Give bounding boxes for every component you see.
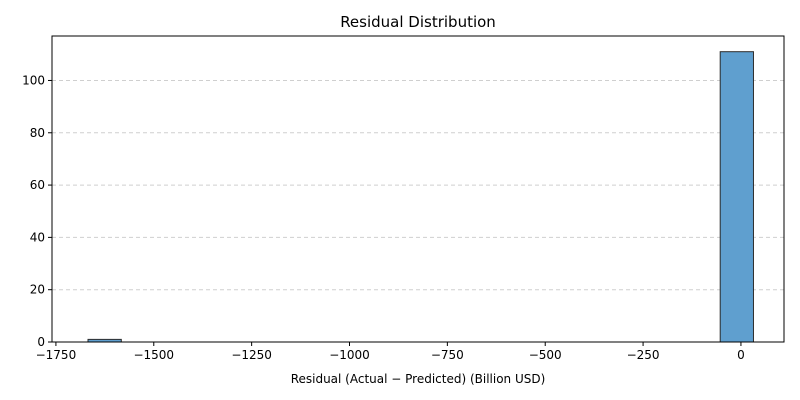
x-axis-title: Residual (Actual − Predicted) (Billion U… [291, 372, 546, 386]
y-tick-label: 20 [30, 283, 45, 297]
x-tick-label: −1500 [133, 348, 174, 362]
x-axis-ticks: −1750 −1500 −1250 −1000 −750 −500 −250 0 [36, 342, 745, 362]
x-tick-label: −750 [431, 348, 464, 362]
x-tick-label: 0 [737, 348, 745, 362]
chart-title: Residual Distribution [340, 13, 496, 31]
y-tick-label: 40 [30, 230, 45, 244]
y-tick-label: 60 [30, 178, 45, 192]
y-tick-label: 0 [37, 335, 45, 349]
histogram-bars [87, 51, 754, 343]
y-axis-ticks: 0 20 40 60 80 100 [22, 73, 52, 349]
y-tick-label: 100 [22, 73, 45, 87]
x-tick-label: −500 [529, 348, 562, 362]
histogram-bar [719, 51, 754, 343]
y-gridlines [52, 79, 784, 291]
plot-frame [51, 35, 785, 343]
x-tick-label: −1750 [36, 348, 77, 362]
x-tick-label: −1250 [231, 348, 272, 362]
y-tick-label: 80 [30, 126, 45, 140]
axes [51, 35, 785, 343]
x-tick-label: −250 [627, 348, 660, 362]
x-tick-label: −1000 [329, 348, 370, 362]
